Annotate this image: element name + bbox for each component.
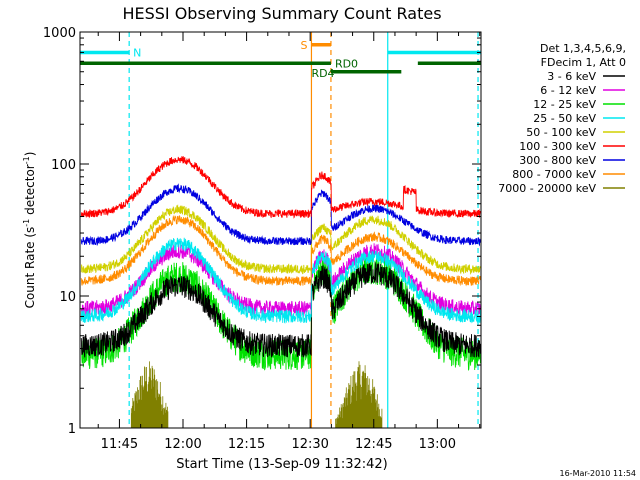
legend-label: 800 - 7000 keV [512, 168, 596, 181]
x-axis-ticks: 11:45 12:00 12:15 12:30 12:45 13:00 [97, 32, 481, 452]
y-axis-label-end: ) [23, 152, 37, 157]
x-tick-label: 12:45 [355, 437, 392, 452]
legend-label: 25 - 50 keV [533, 112, 596, 125]
x-tick-label: 12:15 [228, 437, 265, 452]
y-axis-ticks: 1 10 100 1000 [43, 26, 481, 437]
observing-vlines [128, 32, 479, 428]
x-tick-label: 11:45 [101, 437, 138, 452]
plot-frame [79, 31, 482, 429]
annotation-label: RD4 [311, 67, 334, 80]
legend-label: 100 - 300 keV [519, 140, 596, 153]
legend-header-line2: FDecim 1, Att 0 [541, 56, 626, 69]
y-tick-label: 1000 [43, 26, 76, 41]
chart-title: HESSI Observing Summary Count Rates [122, 4, 441, 23]
x-tick-label: 12:00 [164, 437, 201, 452]
legend-label: 3 - 6 keV [547, 70, 596, 83]
legend-header-line1: Det 1,3,4,5,6,9, [540, 42, 626, 55]
x-tick-label: 13:00 [419, 437, 456, 452]
annotation-label: RD0 [335, 58, 358, 71]
footer-timestamp: 16-Mar-2010 11:54 [560, 469, 637, 478]
series-line [80, 156, 481, 219]
x-tick-label: 12:30 [291, 437, 328, 452]
y-axis-label-sup2: -1 [22, 156, 31, 164]
x-axis-label: Start Time (13-Sep-09 11:32:42) [176, 457, 387, 472]
legend-label: 50 - 100 keV [526, 126, 596, 139]
annotation-label: N [133, 46, 141, 59]
series-line [80, 237, 481, 324]
y-axis-label-main: Count Rate (s [23, 227, 37, 309]
y-axis-label-sup1: -1 [22, 219, 31, 227]
annotation-label: S [300, 39, 307, 52]
legend-label: 6 - 12 keV [540, 84, 596, 97]
y-tick-label: 1 [68, 422, 76, 437]
legend-label: 300 - 800 keV [519, 154, 596, 167]
y-axis-label: Count Rate (s-1 detector-1) [22, 152, 37, 309]
legend-label: 7000 - 20000 keV [498, 182, 596, 195]
y-axis-label-mid: detector [23, 164, 37, 219]
legend-label: 12 - 25 keV [533, 98, 596, 111]
y-tick-label: 10 [59, 290, 76, 305]
series-line [80, 214, 481, 287]
series-lines [80, 156, 481, 428]
legend: Det 1,3,4,5,6,9, FDecim 1, Att 0 3 - 6 k… [498, 42, 626, 195]
series-line [130, 361, 383, 428]
series-line [80, 204, 481, 275]
y-tick-label: 100 [51, 158, 76, 173]
series-line [80, 262, 481, 358]
series-line [80, 183, 481, 247]
